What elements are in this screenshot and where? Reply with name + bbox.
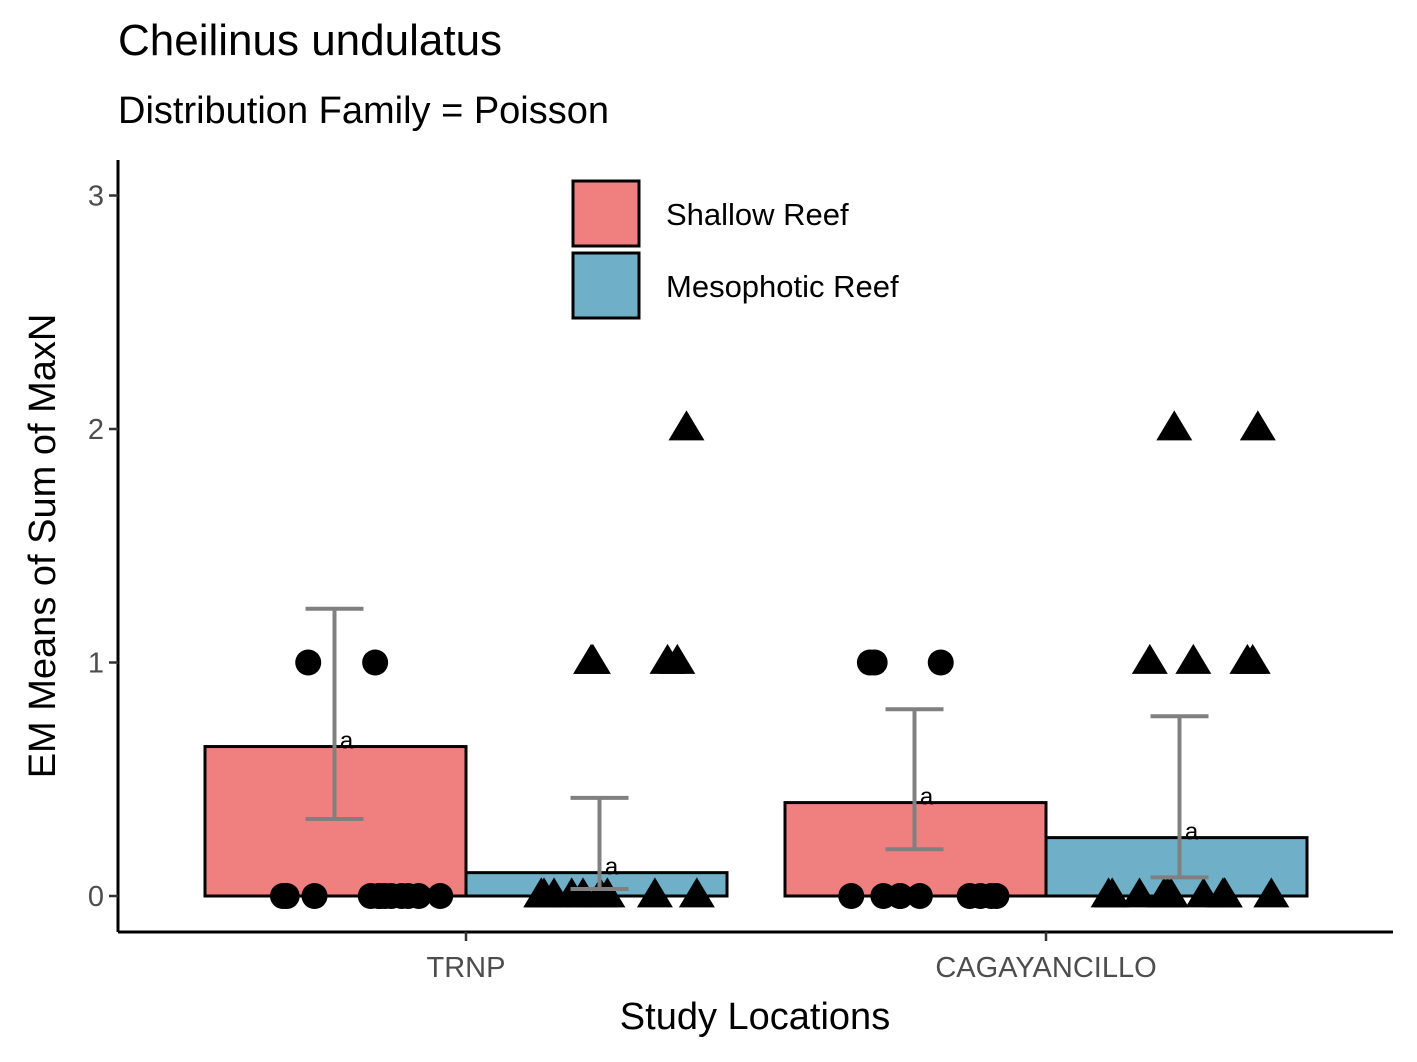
data-point	[906, 883, 933, 909]
data-point	[273, 883, 300, 909]
y-axis-title: EM Means of Sum of MaxN	[22, 314, 64, 779]
data-point	[927, 649, 954, 676]
legend-key	[571, 251, 641, 320]
data-point	[1175, 643, 1212, 674]
data-point	[1152, 877, 1189, 908]
data-point	[1090, 877, 1127, 908]
x-axis-title: Study Locations	[620, 996, 890, 1038]
data-point	[362, 649, 389, 676]
data-point	[301, 883, 328, 909]
data-point	[582, 877, 619, 908]
x-tick-label: TRNP	[427, 952, 506, 984]
x-tick-label: CAGAYANCILLO	[935, 952, 1156, 984]
significance-letter: a	[920, 784, 934, 811]
y-tick-label: 2	[88, 414, 104, 446]
chart-subtitle: Distribution Family = Poisson	[118, 90, 610, 132]
significance-letter: a	[340, 728, 354, 755]
bar	[1044, 836, 1309, 898]
data-point	[1234, 643, 1271, 674]
data-point	[1156, 410, 1193, 441]
significance-letter: a	[1185, 819, 1199, 846]
y-tick-label: 0	[88, 881, 104, 913]
significance-letter: a	[605, 854, 619, 881]
legend-label: Shallow Reef	[666, 197, 849, 232]
data-point	[668, 410, 705, 441]
data-point	[388, 883, 415, 909]
data-point	[574, 643, 611, 674]
data-point	[1131, 643, 1168, 674]
data-point	[678, 877, 715, 908]
data-point	[636, 877, 673, 908]
data-point	[1121, 877, 1158, 908]
data-point	[295, 649, 322, 676]
data-point	[1206, 877, 1243, 908]
y-tick-label: 3	[88, 181, 104, 213]
legend-key	[571, 179, 641, 248]
data-point	[1253, 877, 1290, 908]
data-point	[649, 643, 686, 674]
data-point	[536, 877, 573, 908]
y-tick-label: 1	[88, 648, 104, 680]
data-point	[856, 649, 883, 676]
data-point	[838, 883, 865, 909]
legend-label: Mesophotic Reef	[666, 269, 899, 304]
data-point	[887, 883, 914, 909]
data-point	[1239, 410, 1276, 441]
data-point	[956, 883, 983, 909]
data-point	[978, 883, 1005, 909]
data-point	[427, 883, 454, 909]
chart-title: Cheilinus undulatus	[118, 16, 503, 65]
